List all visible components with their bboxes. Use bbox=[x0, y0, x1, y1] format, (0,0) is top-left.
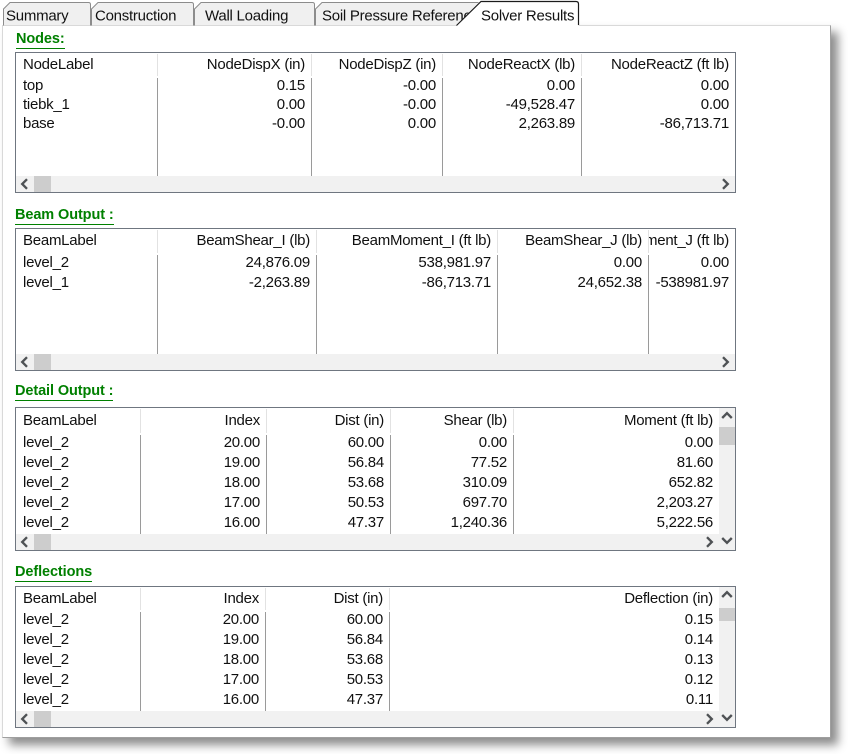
svg-text:Summary: Summary bbox=[6, 8, 69, 25]
svg-text:Solver Results: Solver Results bbox=[481, 8, 574, 25]
svg-text:Construction: Construction bbox=[95, 8, 176, 25]
svg-text:Wall Loading: Wall Loading bbox=[205, 8, 288, 25]
svg-text:Soil Pressure Reference: Soil Pressure Reference bbox=[322, 8, 479, 25]
